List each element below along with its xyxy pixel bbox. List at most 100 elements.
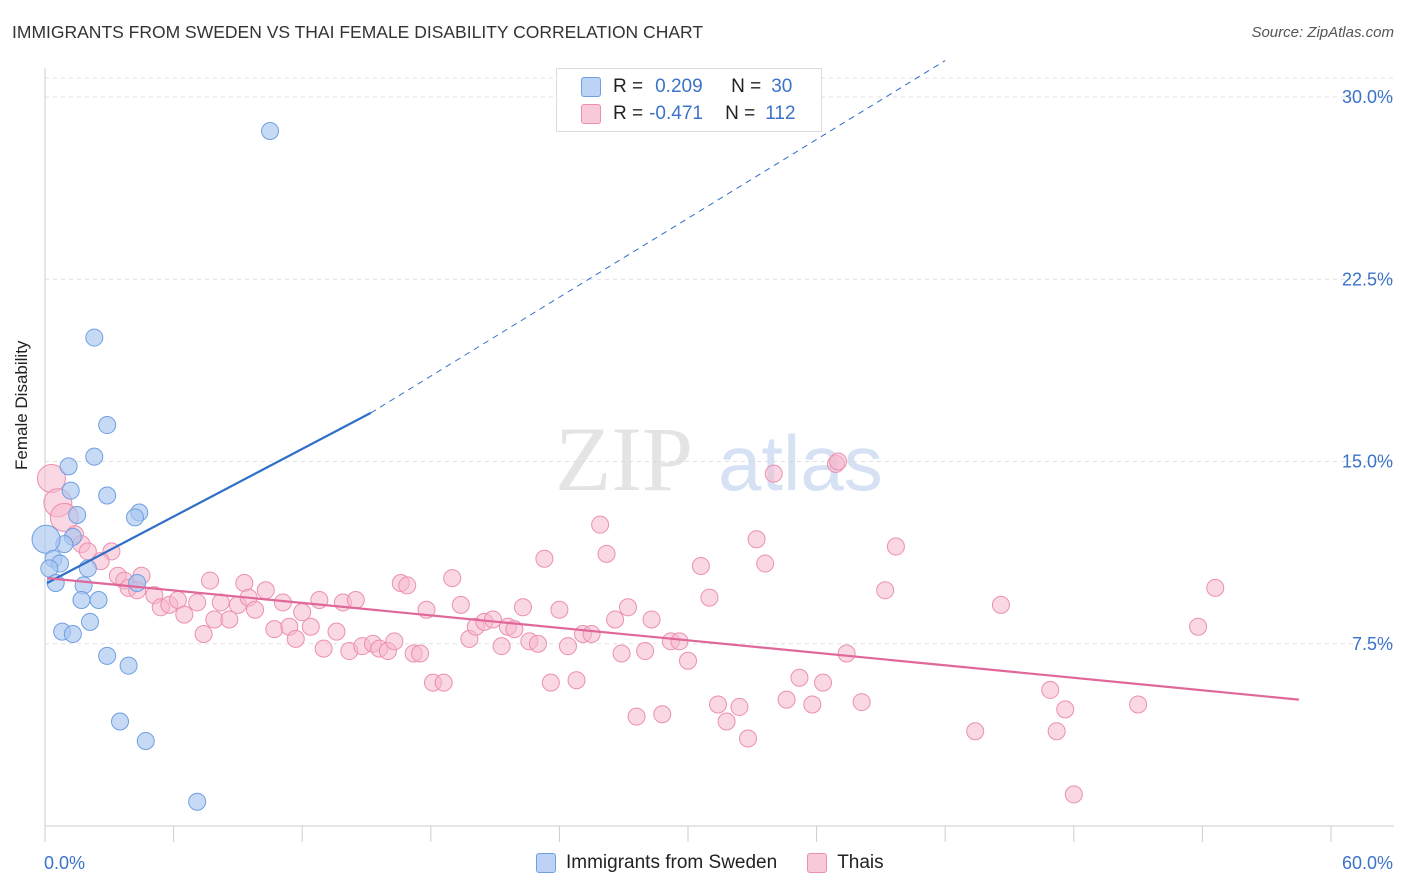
sweden-point bbox=[98, 646, 117, 665]
y-tick-label: 7.5% bbox=[1352, 634, 1393, 654]
thai-point bbox=[220, 610, 239, 629]
series-legend: Immigrants from Sweden Thais bbox=[536, 852, 914, 874]
thai-point bbox=[886, 537, 905, 556]
y-axis-label: Female Disability bbox=[12, 340, 31, 470]
n-value-sweden: 30 bbox=[771, 76, 793, 97]
y-tick-label: 22.5% bbox=[1342, 269, 1393, 289]
chart-title: IMMIGRANTS FROM SWEDEN VS THAI FEMALE DI… bbox=[12, 22, 704, 42]
thai-point bbox=[691, 556, 710, 575]
legend-label-sweden: Immigrants from Sweden bbox=[566, 852, 778, 873]
thai-point bbox=[653, 705, 672, 724]
thai-point bbox=[717, 712, 736, 731]
thai-point bbox=[301, 617, 320, 636]
thai-point bbox=[642, 610, 661, 629]
x-tick-label-min: 0.0% bbox=[44, 853, 85, 873]
thai-point bbox=[286, 629, 305, 648]
thai-point bbox=[591, 515, 610, 534]
thai-point bbox=[550, 600, 569, 619]
sweden-point bbox=[31, 524, 61, 554]
r-value-thai: -0.471 bbox=[649, 103, 703, 124]
thai-point bbox=[803, 695, 822, 714]
sweden-point bbox=[119, 656, 138, 675]
thai-point bbox=[829, 452, 848, 471]
y-tick-label: 15.0% bbox=[1342, 452, 1393, 472]
thai-point bbox=[314, 639, 333, 658]
sweden-point bbox=[111, 712, 130, 731]
thai-point bbox=[346, 591, 365, 610]
sweden-trend-line bbox=[46, 411, 372, 584]
thai-point bbox=[256, 581, 275, 600]
thai-point bbox=[483, 610, 502, 629]
thai-point bbox=[451, 595, 470, 614]
legend-label-thai: Thais bbox=[837, 852, 884, 873]
thai-point bbox=[201, 571, 220, 590]
n-label: N = bbox=[731, 76, 762, 97]
sweden-point bbox=[68, 505, 87, 524]
thai-point bbox=[1056, 700, 1075, 719]
thai-point bbox=[1189, 617, 1208, 636]
watermark-atlas: atlas bbox=[718, 419, 883, 507]
thai-point bbox=[513, 598, 532, 617]
sweden-point bbox=[85, 447, 104, 466]
thai-point bbox=[747, 530, 766, 549]
sweden-point bbox=[98, 486, 117, 505]
r-value-sweden: 0.209 bbox=[655, 76, 703, 97]
thai-trend-line bbox=[47, 577, 1299, 701]
thai-point bbox=[966, 722, 985, 741]
thai-point bbox=[265, 620, 284, 639]
legend-item-thai[interactable]: Thais bbox=[807, 852, 884, 874]
thai-point bbox=[709, 695, 728, 714]
thai-point bbox=[852, 693, 871, 712]
thai-point bbox=[612, 644, 631, 663]
thai-point bbox=[194, 625, 213, 644]
sweden-trend-extension bbox=[370, 60, 946, 414]
sweden-legend-swatch bbox=[536, 853, 556, 873]
sweden-point bbox=[46, 574, 65, 592]
legend-row-sweden: R = 0.209 N = 30 bbox=[557, 73, 792, 101]
thai-point bbox=[327, 622, 346, 641]
thai-point bbox=[876, 581, 895, 600]
correlation-legend: R = 0.209 N = 30 R = -0.471 N = 112 bbox=[556, 68, 822, 132]
sweden-point bbox=[59, 457, 78, 476]
thai-point bbox=[636, 642, 655, 661]
sweden-point bbox=[85, 328, 104, 347]
thai-point bbox=[1206, 578, 1225, 597]
thai-point bbox=[434, 673, 453, 692]
r-label: R = bbox=[613, 76, 644, 97]
thai-point bbox=[541, 673, 560, 692]
legend-item-sweden[interactable]: Immigrants from Sweden bbox=[536, 852, 777, 874]
thai-point bbox=[1129, 695, 1148, 714]
thai-point bbox=[535, 549, 554, 568]
thai-point bbox=[700, 588, 719, 607]
thai-point bbox=[790, 668, 809, 687]
sweden-point bbox=[81, 612, 100, 631]
sweden-point bbox=[89, 591, 108, 610]
thai-legend-swatch bbox=[807, 853, 828, 873]
thai-point bbox=[814, 673, 833, 692]
thai-point bbox=[1064, 785, 1083, 804]
sweden-point bbox=[61, 481, 80, 500]
sweden-point bbox=[126, 508, 145, 527]
sweden-point bbox=[261, 122, 280, 141]
sweden-swatch bbox=[581, 77, 601, 97]
thai-point bbox=[398, 576, 417, 595]
thai-point bbox=[443, 569, 462, 588]
n-value-thai: 112 bbox=[765, 103, 796, 124]
thai-point bbox=[991, 595, 1010, 614]
thai-point bbox=[739, 729, 758, 748]
thai-point bbox=[188, 593, 207, 612]
sweden-point bbox=[136, 731, 155, 750]
thai-point bbox=[597, 544, 616, 563]
source-label: Source: ZipAtlas.com bbox=[1251, 24, 1394, 41]
thai-point bbox=[411, 644, 430, 663]
n-label: N = bbox=[725, 103, 756, 124]
thai-point bbox=[385, 632, 404, 651]
sweden-point bbox=[63, 625, 82, 644]
watermark-zip: ZIP bbox=[555, 408, 693, 510]
thai-point bbox=[777, 690, 796, 709]
thai-point bbox=[1041, 680, 1060, 699]
sweden-point bbox=[128, 574, 147, 592]
thai-point bbox=[558, 637, 577, 656]
sweden-point bbox=[72, 591, 91, 610]
